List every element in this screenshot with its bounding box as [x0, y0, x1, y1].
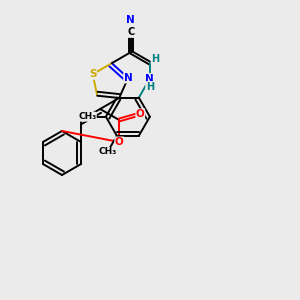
- Text: N: N: [126, 15, 135, 25]
- Text: N: N: [146, 74, 154, 84]
- Text: CH₃: CH₃: [78, 112, 96, 121]
- Text: H: H: [146, 82, 154, 92]
- Text: CH₃: CH₃: [98, 147, 117, 156]
- Text: N: N: [124, 73, 133, 83]
- Text: O: O: [115, 137, 124, 147]
- Text: S: S: [89, 69, 97, 79]
- Text: H: H: [151, 54, 159, 64]
- Text: C: C: [127, 27, 134, 38]
- Text: O: O: [136, 109, 145, 119]
